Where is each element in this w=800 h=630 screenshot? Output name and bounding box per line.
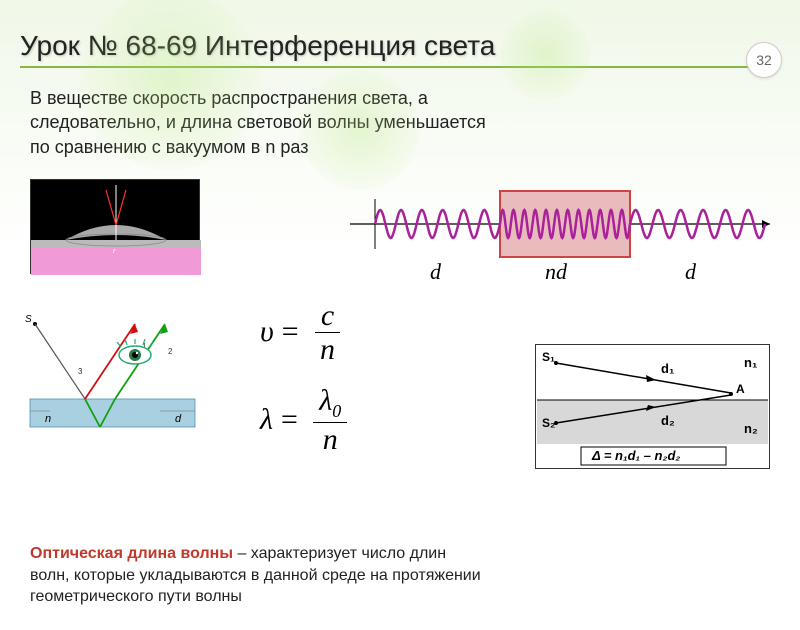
intro-line: В веществе скорость распространения свет… [30,88,428,108]
label-s: S [25,314,32,325]
formula-den: n [317,423,344,456]
thin-film-diagram: S 1 2 3 n d [20,304,205,444]
intro-text: В веществе скорость распространения свет… [30,86,770,159]
label-s1: S₁ [542,350,555,364]
newton-rings-svg: r [31,180,201,275]
title-bar: Урок № 68-69 Интерференция света [20,30,780,68]
page-number-badge: 32 [746,42,782,78]
formula-lhs: λ [260,403,273,437]
newton-rings-diagram: r [30,179,200,274]
svg-text:3: 3 [78,367,83,376]
footer-text: волн, которые укладываются в данной сред… [30,567,481,584]
label-d-right: d [685,259,697,284]
label-d2: d₂ [661,413,675,428]
intro-line: по сравнению с вакуумом в n раз [30,137,308,157]
svg-text:2: 2 [168,347,173,356]
formula-num: c [315,299,340,333]
label-n2: n₂ [744,421,758,436]
path-svg: S₁ d₁ n₁ S₂ d₂ n₂ A Δ = n₁d₁ – n₂d₂ [536,345,769,468]
equals: = [279,403,299,437]
thin-film-svg: S 1 2 3 n d [20,304,205,444]
formula-velocity: υ = c n [260,299,460,366]
label-nd: nd [545,259,568,284]
intro-line: следовательно, и длина световой волны ум… [30,112,486,132]
formula-lhs: υ [260,315,274,349]
page-title: Урок № 68-69 Интерференция света [20,30,780,62]
label-s2: S₂ [542,416,555,430]
footer-text: – характеризует число длин [233,545,446,562]
formulas: υ = c n λ = λ0 n [260,299,460,474]
footer-text: геометрического пути волны [30,588,242,605]
label-d-left: d [430,259,442,284]
label-n1: n₁ [744,355,757,370]
footer-highlight: Оптическая длина волны [30,545,233,562]
equals: = [280,315,300,349]
wave-diagram: d nd d [345,179,775,289]
formula-wavelength: λ = λ0 n [260,384,460,456]
wave-svg: d nd d [345,179,775,289]
delta-formula: Δ = n₁d₁ – n₂d₂ [591,448,680,463]
formula-num: λ0 [313,384,347,423]
formula-den: n [314,333,341,366]
label-d: d [175,413,182,425]
footer-definition: Оптическая длина волны – характеризует ч… [30,543,770,608]
eye-icon [115,339,155,372]
path-diagram: S₁ d₁ n₁ S₂ d₂ n₂ A Δ = n₁d₁ – n₂d₂ [535,344,770,469]
label-n: n [45,413,51,425]
label-a: A [736,382,745,396]
label-d1: d₁ [661,361,674,376]
content-area: r S 1 2 3 n d [20,169,780,489]
